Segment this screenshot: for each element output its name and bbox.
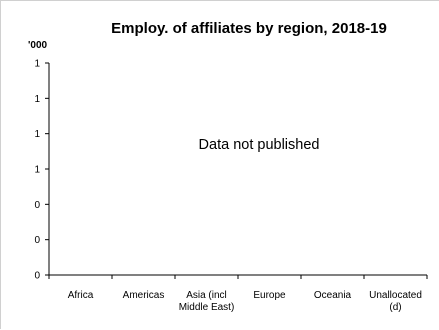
x-tick-label: (d) bbox=[389, 302, 401, 313]
x-tick-label: Asia (incl bbox=[186, 290, 227, 301]
y-tick-label: 0 bbox=[34, 200, 40, 211]
x-tick-label: Oceania bbox=[314, 290, 352, 301]
no-data-annotation: Data not published bbox=[199, 137, 320, 153]
x-tick-label: Africa bbox=[68, 290, 94, 301]
y-axis-unit-label: '000 bbox=[28, 40, 48, 51]
y-axis-ticks: 0 0 0 1 1 1 1 bbox=[34, 59, 49, 282]
y-tick-label: 1 bbox=[34, 165, 40, 176]
chart-title: Employ. of affiliates by region, 2018-19 bbox=[111, 20, 387, 37]
x-tick-label: Europe bbox=[253, 290, 286, 301]
y-tick-label: 1 bbox=[34, 94, 40, 105]
x-tick-label: Americas bbox=[123, 290, 165, 301]
x-tick-label: Middle East) bbox=[179, 302, 235, 313]
y-tick-label: 0 bbox=[34, 271, 40, 282]
y-tick-label: 0 bbox=[34, 235, 40, 246]
y-tick-label: 1 bbox=[34, 59, 40, 70]
y-tick-label: 1 bbox=[34, 129, 40, 140]
x-tick-label: Unallocated bbox=[369, 290, 422, 301]
